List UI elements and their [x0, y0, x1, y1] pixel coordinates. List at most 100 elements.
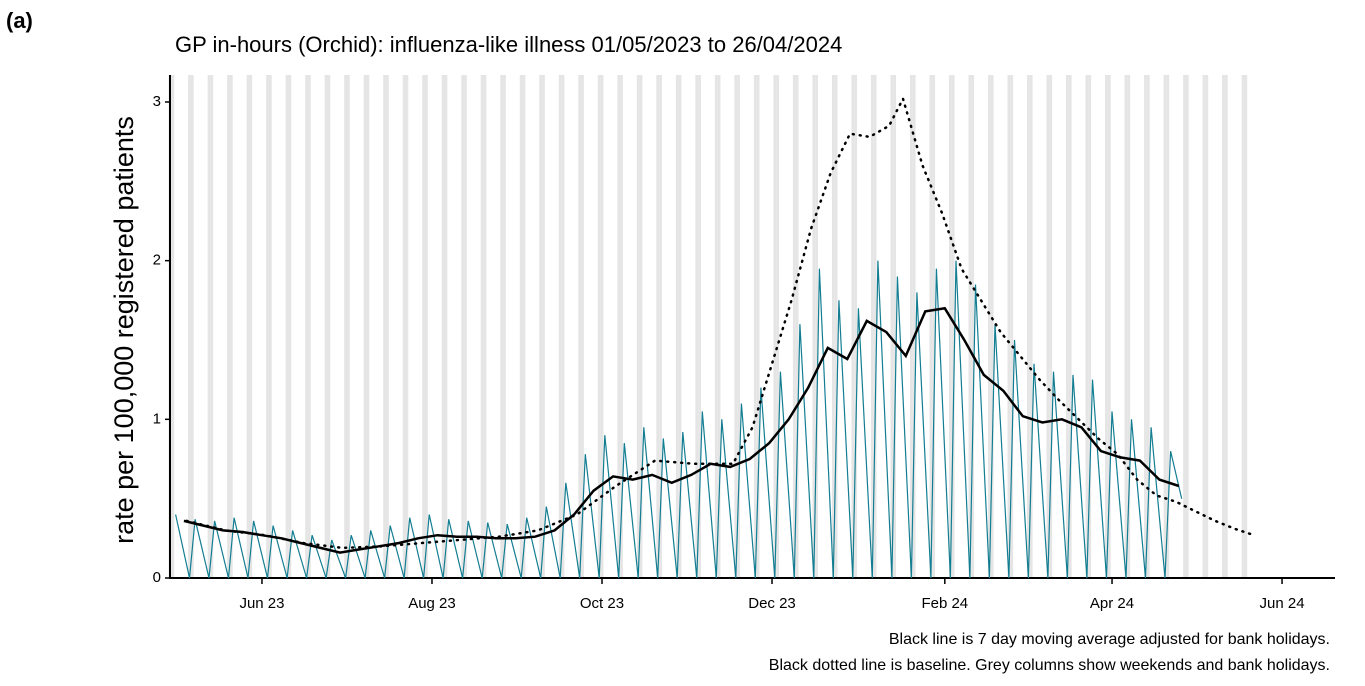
- x-tick-label: Feb 24: [921, 595, 968, 612]
- weekend-column: [227, 75, 230, 578]
- weekend-column: [285, 75, 289, 578]
- weekend-column: [249, 75, 253, 578]
- weekend-column: [600, 75, 604, 578]
- weekend-column: [1049, 75, 1053, 578]
- weekend-column: [464, 75, 467, 578]
- weekend-column: [207, 75, 211, 578]
- weekend-column: [1046, 75, 1050, 578]
- weekend-column: [1166, 75, 1170, 578]
- weekend-column: [951, 75, 955, 578]
- weekend-column: [776, 75, 779, 578]
- weekend-column: [422, 75, 426, 578]
- weekend-column: [578, 75, 582, 578]
- weekend-column: [1088, 75, 1092, 578]
- weekend-column: [366, 75, 370, 578]
- weekend-column: [831, 75, 835, 578]
- weekend-column: [190, 75, 194, 578]
- weekend-column: [1127, 75, 1131, 578]
- weekend-column: [581, 75, 584, 578]
- weekend-column: [1241, 75, 1245, 578]
- weekend-column: [503, 75, 506, 578]
- weekend-column: [620, 75, 623, 578]
- weekend-column: [968, 75, 972, 578]
- weekend-column: [307, 75, 311, 578]
- weekend-column: [210, 75, 214, 578]
- weekend-column: [344, 75, 347, 578]
- weekend-column: [1107, 75, 1111, 578]
- x-tick-label: Dec 23: [748, 595, 796, 612]
- weekend-column: [617, 75, 621, 578]
- weekend-column: [1205, 75, 1209, 578]
- panel-label: (a): [6, 8, 33, 33]
- weekend-column: [639, 75, 643, 578]
- x-tick-label: Jun 23: [239, 595, 284, 612]
- weekend-column: [461, 75, 465, 578]
- weekend-column: [773, 75, 777, 578]
- weekend-column: [171, 75, 175, 578]
- weekend-column: [268, 75, 272, 578]
- weekend-column: [324, 75, 328, 578]
- note: Black dotted line is baseline. Grey colu…: [769, 657, 1330, 674]
- weekend-column: [734, 75, 738, 578]
- weekend-column: [1085, 75, 1089, 578]
- weekend-column: [988, 75, 991, 578]
- weekend-column: [405, 75, 409, 578]
- weekend-column: [1007, 75, 1011, 578]
- weekend-column: [717, 75, 721, 578]
- weekend-column: [678, 75, 682, 578]
- weekend-column: [675, 75, 679, 578]
- y-tick-label: 2: [153, 252, 161, 269]
- weekend-column: [854, 75, 858, 578]
- weekend-column: [870, 75, 874, 578]
- weekend-column: [893, 75, 897, 578]
- weekend-column: [266, 75, 269, 578]
- weekend-column: [1244, 75, 1248, 578]
- weekend-column: [480, 75, 484, 578]
- weekend-column: [500, 75, 504, 578]
- weekend-column: [1202, 75, 1206, 578]
- weekend-column: [948, 75, 952, 578]
- weekend-column: [1163, 75, 1167, 578]
- note: Black line is 7 day moving average adjus…: [889, 631, 1330, 648]
- weekend-column: [246, 75, 250, 578]
- weekend-column: [1185, 75, 1189, 578]
- weekend-column: [561, 75, 565, 578]
- weekend-column: [1066, 75, 1069, 578]
- weekend-column: [890, 75, 894, 578]
- weekend-column: [698, 75, 701, 578]
- x-tick-label: Jun 24: [1260, 595, 1305, 612]
- weekend-column: [327, 75, 331, 578]
- weekend-column: [597, 75, 601, 578]
- weekend-column: [932, 75, 936, 578]
- weekend-column: [346, 75, 350, 578]
- weekend-column: [1222, 75, 1225, 578]
- series-line: [185, 95, 1256, 550]
- weekend-column: [714, 75, 718, 578]
- weekend-column: [363, 75, 367, 578]
- weekend-column: [542, 75, 545, 578]
- weekend-column: [1144, 75, 1147, 578]
- y-tick-label: 3: [153, 93, 161, 110]
- weekend-column: [1124, 75, 1128, 578]
- x-tick-label: Oct 23: [580, 595, 624, 612]
- weekend-column: [737, 75, 740, 578]
- weekend-column: [912, 75, 916, 578]
- weekend-column: [1068, 75, 1072, 578]
- weekend-column: [815, 75, 818, 578]
- weekend-column: [1010, 75, 1014, 578]
- weekend-column: [441, 75, 445, 578]
- weekend-column: [383, 75, 386, 578]
- weekend-column: [305, 75, 308, 578]
- series-line: [175, 260, 1183, 579]
- weekend-column: [539, 75, 543, 578]
- weekend-column: [483, 75, 487, 578]
- y-tick-label: 0: [153, 569, 161, 586]
- weekend-column: [929, 75, 933, 578]
- weekend-column: [695, 75, 699, 578]
- x-tick-label: Apr 24: [1090, 595, 1134, 612]
- weekend-column: [288, 75, 292, 578]
- weekend-column: [812, 75, 816, 578]
- weekend-column: [990, 75, 994, 578]
- weekend-column: [659, 75, 662, 578]
